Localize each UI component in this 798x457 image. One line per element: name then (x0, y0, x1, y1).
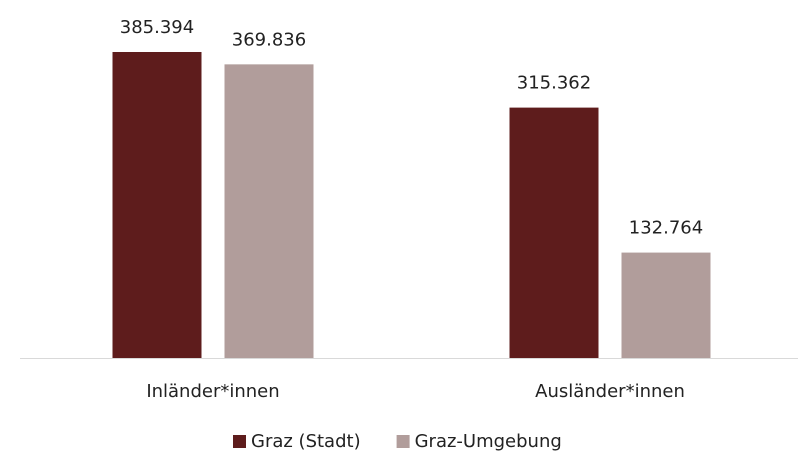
data-label: 315.362 (517, 73, 591, 94)
bar (224, 64, 314, 358)
legend-swatch (396, 435, 410, 448)
legend-swatch (233, 435, 246, 448)
data-label: 385.394 (120, 17, 194, 38)
legend-label: Graz (Stadt) (251, 431, 361, 452)
legend-label: Graz-Umgebung (415, 431, 562, 452)
x-tick-label: Inländer*innen (146, 381, 279, 402)
data-label: 369.836 (232, 29, 306, 50)
bar (509, 107, 599, 358)
bar (112, 52, 202, 358)
x-tick-label: Ausländer*innen (535, 381, 685, 402)
bar (621, 252, 711, 358)
data-label: 132.764 (629, 218, 703, 239)
